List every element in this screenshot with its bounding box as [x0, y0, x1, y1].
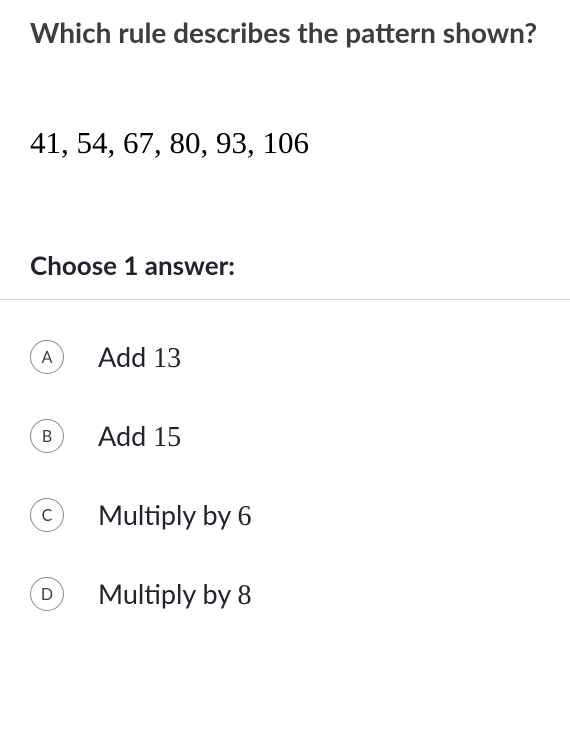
answer-number: 13 — [153, 343, 181, 374]
answer-number: 6 — [238, 501, 252, 532]
number-sequence: 41, 54, 67, 80, 93, 106 — [30, 125, 540, 161]
answer-text: Multiply by 8 — [98, 577, 252, 612]
divider — [0, 299, 570, 300]
question-title: Which rule describes the pattern shown? — [30, 12, 540, 53]
answer-prefix: Add — [98, 419, 153, 452]
answer-letter-circle: A — [30, 340, 64, 374]
answer-prefix: Multiply by — [98, 577, 238, 610]
answer-option-c[interactable]: C Multiply by 6 — [30, 476, 540, 555]
answer-option-a[interactable]: A Add 13 — [30, 318, 540, 397]
answer-letter-circle: B — [30, 419, 64, 453]
answer-number: 8 — [238, 580, 252, 611]
answer-letter-circle: D — [30, 577, 64, 611]
answer-number: 15 — [153, 422, 181, 453]
answer-prefix: Multiply by — [98, 498, 238, 531]
answer-letter-circle: C — [30, 498, 64, 532]
answer-text: Add 15 — [98, 419, 181, 454]
answer-text: Add 13 — [98, 340, 181, 375]
answer-option-b[interactable]: B Add 15 — [30, 397, 540, 476]
answer-text: Multiply by 6 — [98, 498, 252, 533]
answer-prefix: Add — [98, 340, 153, 373]
choose-answer-label: Choose 1 answer: — [30, 249, 540, 281]
answer-list: A Add 13 B Add 15 C Multiply by 6 D Mult… — [30, 318, 540, 634]
answer-option-d[interactable]: D Multiply by 8 — [30, 555, 540, 634]
